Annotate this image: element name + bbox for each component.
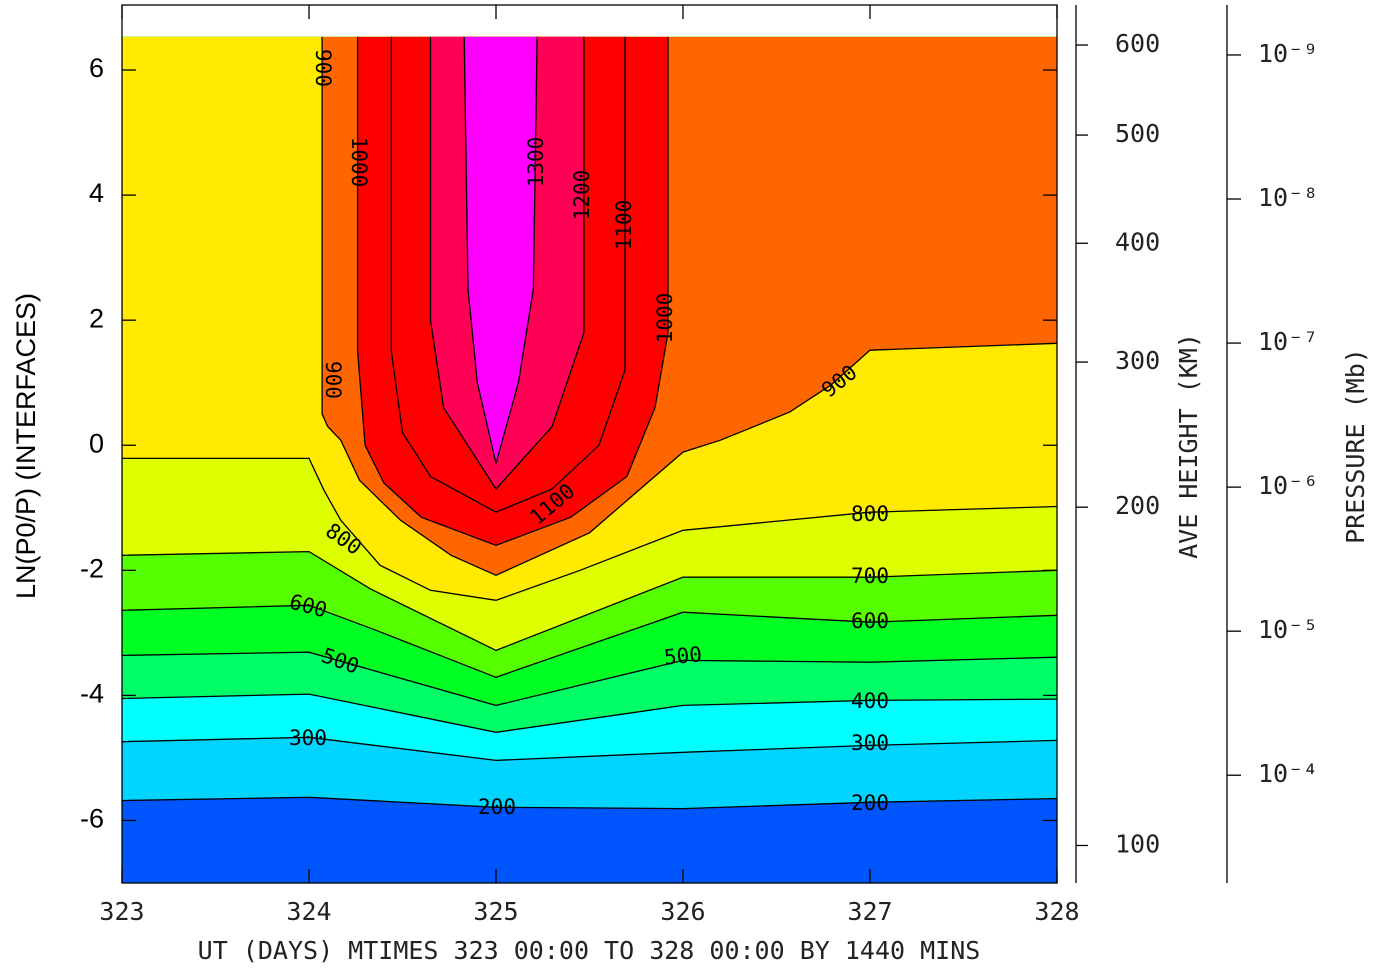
contour-label: 300: [289, 726, 327, 750]
height-tick-label: 200: [1115, 491, 1160, 520]
contour-label: 900: [321, 361, 345, 399]
x-tick-label: 323: [99, 897, 144, 926]
contour-label: 900: [311, 49, 335, 87]
contour-label: 800: [851, 502, 889, 526]
height-axis-label: AVE HEIGHT (KM): [1174, 333, 1203, 559]
x-tick-label: 327: [847, 897, 892, 926]
height-tick-label: 400: [1115, 227, 1160, 256]
contour-line: [121, 796, 1058, 810]
pressure-tick-label: 10⁻⁸: [1258, 183, 1318, 212]
contour-line: [321, 36, 1058, 577]
pressure-tick-label: 10⁻⁴: [1258, 759, 1318, 788]
x-tick-label: 326: [660, 897, 705, 926]
contour-line: [121, 604, 1058, 678]
contour-line: [122, 457, 1058, 601]
contour-label: 1200: [570, 170, 594, 221]
contour-line: [121, 550, 1058, 652]
pressure-tick-label: 10⁻⁵: [1258, 615, 1318, 644]
y-tick-label: 2: [89, 303, 104, 333]
contour-line: [429, 36, 585, 491]
y-tick-label: 4: [89, 178, 104, 208]
contour-label: 600: [851, 609, 889, 633]
contour-label: 1300: [524, 137, 548, 188]
contour-line: [121, 651, 1058, 707]
contour-line: [463, 36, 538, 464]
contour-label: 400: [851, 689, 889, 713]
plot-frame: [121, 4, 1058, 884]
y-tick-label: -2: [80, 553, 104, 583]
contour-lines: [121, 36, 1058, 810]
x-axis-label: UT (DAYS) MTIMES 323 00:00 TO 328 00:00 …: [198, 936, 981, 965]
pressure-axis-label: PRESSURE (Mb): [1341, 348, 1370, 544]
contour-label: 1100: [612, 200, 636, 251]
y-tick-label: 6: [89, 53, 104, 83]
contour-label: 300: [851, 731, 889, 755]
height-tick-label: 600: [1115, 29, 1160, 58]
axes: -6 -4 -2 0 2 4 6 323 324 325 326 327 328 100 200 300 400…: [80, 4, 1318, 926]
height-tick-label: 100: [1115, 829, 1160, 858]
contour-label: 1000: [653, 293, 677, 344]
y-tick-label: -4: [80, 679, 104, 709]
contour-line: [356, 36, 669, 546]
x-tick-label: 328: [1034, 897, 1079, 926]
contour-label: 500: [663, 642, 703, 669]
y-tick-label: 0: [89, 428, 104, 458]
y-tick-label: -6: [80, 804, 104, 834]
pressure-tick-label: 10⁻⁶: [1258, 471, 1318, 500]
pressure-tick-label: 10⁻⁹: [1258, 39, 1318, 68]
contour-line: [121, 693, 1058, 733]
contour-label: 200: [478, 795, 516, 819]
contour-line: [121, 736, 1058, 762]
x-tick-label: 324: [286, 897, 331, 926]
contour-band: [464, 36, 538, 464]
contour-line: [390, 36, 626, 513]
height-tick-label: 300: [1115, 346, 1160, 375]
y-axis-label: LN(P0/P) (INTERFACES): [11, 293, 41, 599]
pressure-tick-label: 10⁻⁷: [1258, 327, 1318, 356]
contour-label: 1000: [347, 137, 371, 188]
x-tick-label: 325: [473, 897, 518, 926]
height-tick-label: 500: [1115, 119, 1160, 148]
contour-label: 700: [851, 564, 889, 588]
contour-label: 200: [851, 791, 889, 815]
